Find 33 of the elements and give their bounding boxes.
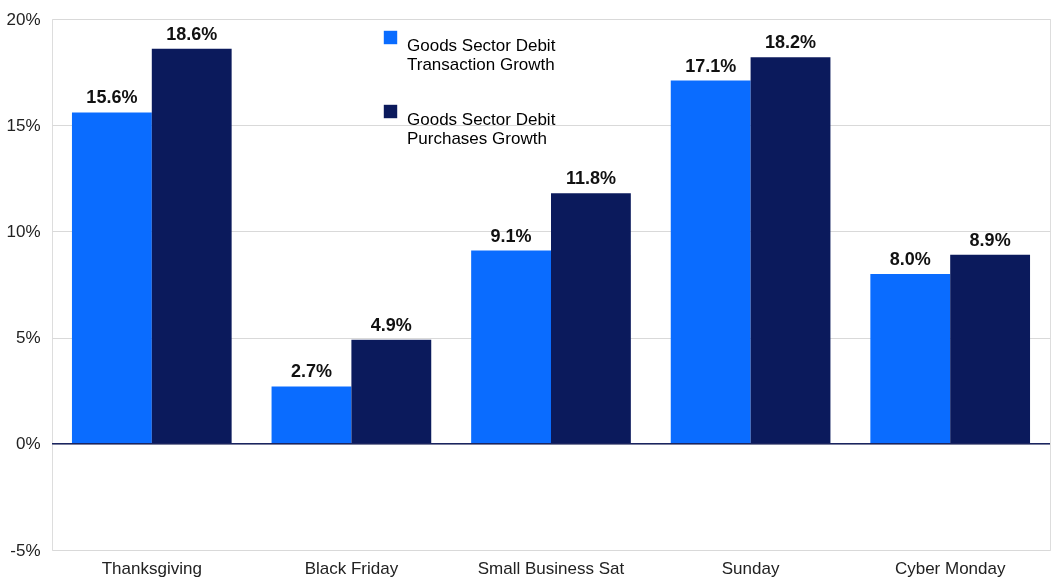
y-tick-label: 20% — [6, 9, 41, 29]
y-tick-label: 15% — [6, 115, 41, 135]
bar — [750, 57, 831, 444]
bar — [670, 80, 751, 444]
data-label: 18.6% — [166, 23, 218, 44]
legend-label: Goods Sector Debit Transaction Growth — [407, 35, 556, 74]
x-tick-label: Thanksgiving — [101, 558, 202, 578]
bar — [151, 48, 232, 444]
data-label: 8.9% — [969, 229, 1011, 250]
bar — [71, 112, 152, 444]
data-label: 11.8% — [565, 168, 616, 189]
x-tick-label: Black Friday — [304, 558, 399, 578]
legend-label: Goods Sector Debit Purchases Growth — [407, 109, 556, 148]
y-tick-label: 5% — [15, 328, 41, 348]
data-label: 17.1% — [685, 55, 737, 76]
y-tick-label: -5% — [10, 540, 41, 560]
data-label: 2.7% — [290, 361, 332, 382]
bar — [870, 273, 951, 444]
bar — [271, 386, 352, 444]
x-tick-label: Sunday — [721, 558, 780, 578]
x-tick-label: Small Business Sat — [477, 558, 625, 578]
data-label: 8.0% — [889, 248, 931, 269]
x-tick-label: Cyber Monday — [894, 558, 1006, 578]
y-tick-label: 0% — [15, 434, 41, 454]
data-label: 15.6% — [86, 87, 138, 108]
data-label: 9.1% — [490, 225, 532, 246]
bar — [351, 339, 432, 444]
bar — [950, 254, 1031, 444]
data-label: 4.9% — [370, 314, 412, 335]
bar — [551, 193, 631, 444]
data-label: 18.2% — [765, 32, 817, 53]
bar — [471, 250, 551, 444]
y-tick-label: 10% — [6, 221, 41, 241]
